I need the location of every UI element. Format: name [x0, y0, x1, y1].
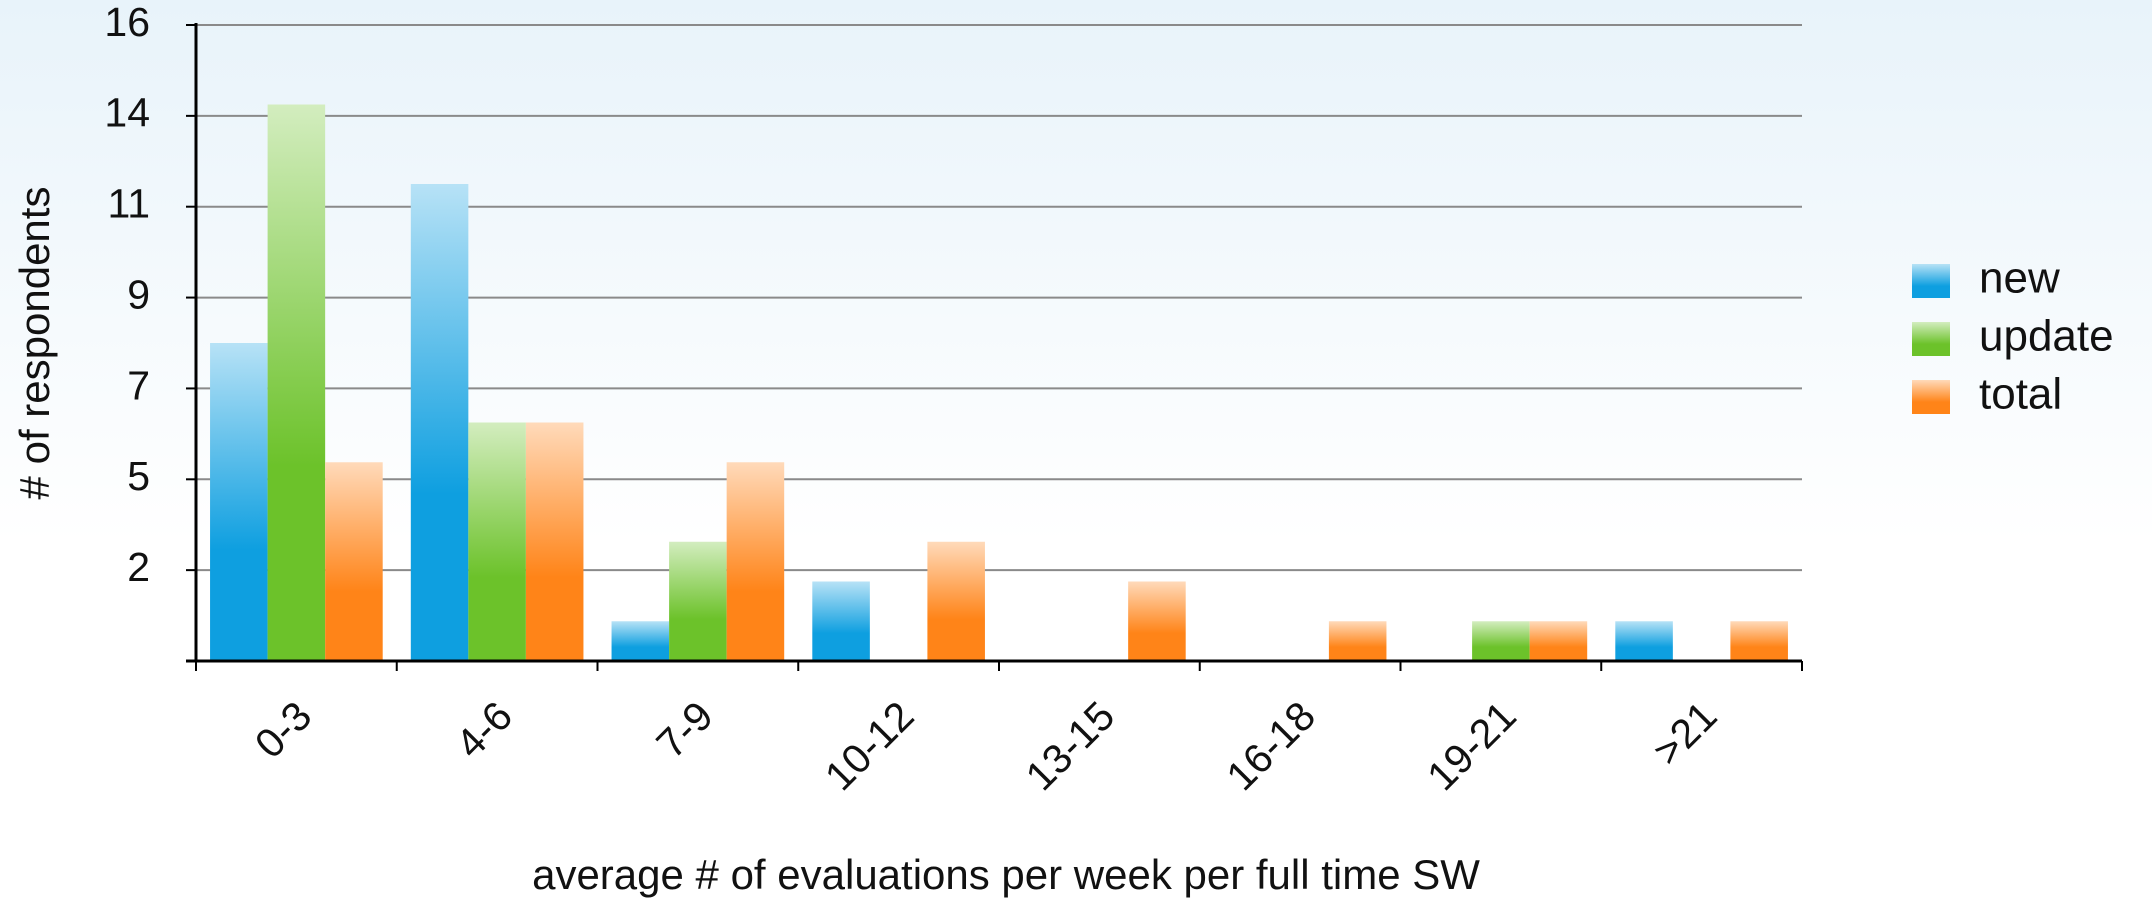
bar: [410, 184, 469, 661]
y-tick-label: 7: [127, 362, 150, 408]
bar: [325, 462, 383, 661]
legend-label: total: [1979, 370, 2062, 419]
x-tick-label: 7-9: [647, 692, 721, 766]
bar: [525, 422, 584, 661]
bar: [210, 343, 268, 661]
bar: [1615, 621, 1673, 661]
x-axis-title: average # of evaluations per week per fu…: [532, 851, 1480, 898]
y-tick-label: 11: [107, 181, 150, 227]
bar: [1730, 621, 1788, 661]
x-tick-label: 19-21: [1418, 692, 1525, 799]
y-tick-label: 14: [104, 90, 150, 136]
legend-swatch: [1912, 264, 1950, 298]
bar: [468, 422, 526, 661]
bar: [812, 581, 870, 661]
bar: [927, 541, 985, 661]
bar: [1128, 581, 1186, 661]
bar: [611, 621, 670, 661]
bar: [669, 541, 727, 661]
y-tick-label: 5: [127, 453, 150, 499]
legend-swatch: [1912, 380, 1950, 414]
y-tick-label: 9: [127, 271, 150, 317]
x-tick-label: >21: [1644, 692, 1726, 774]
x-tick-label: 13-15: [1017, 692, 1124, 799]
x-tick-label: 4-6: [447, 692, 521, 766]
bar: [267, 104, 326, 661]
y-axis-title: # of respondents: [11, 187, 58, 500]
x-tick-label: 10-12: [816, 692, 923, 799]
legend-swatch: [1912, 322, 1950, 356]
x-tick-label: 0-3: [246, 692, 320, 766]
legend-label: new: [1979, 254, 2060, 303]
x-tick-label: 16-18: [1217, 692, 1324, 799]
y-tick-label: 2: [127, 544, 150, 590]
legend-label: update: [1979, 312, 2114, 361]
bar: [1472, 621, 1530, 661]
bar: [1529, 621, 1588, 661]
y-tick-label: 16: [104, 0, 150, 45]
bar: [726, 462, 785, 661]
bar: [1328, 621, 1387, 661]
